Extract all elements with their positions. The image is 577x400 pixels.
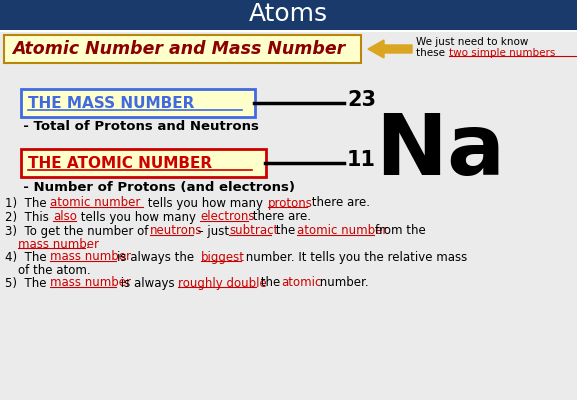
Text: .: . [86, 238, 90, 250]
Text: – just: – just [194, 224, 233, 238]
Text: Atomic Number and Mass Number: Atomic Number and Mass Number [12, 40, 345, 58]
Text: there are.: there are. [308, 196, 370, 210]
Text: 4)  The: 4) The [5, 250, 50, 264]
Polygon shape [368, 40, 412, 58]
Text: is always: is always [117, 276, 178, 290]
Text: atomic number: atomic number [297, 224, 391, 238]
FancyBboxPatch shape [21, 149, 266, 177]
Text: subtract: subtract [229, 224, 278, 238]
Text: Na: Na [375, 110, 505, 194]
FancyBboxPatch shape [0, 32, 577, 400]
Text: the: the [272, 224, 299, 238]
Text: mass number: mass number [50, 276, 135, 290]
FancyBboxPatch shape [21, 89, 255, 117]
Text: mass number: mass number [50, 250, 135, 264]
Text: roughly double: roughly double [178, 276, 267, 290]
Text: 3)  To get the number of: 3) To get the number of [5, 224, 152, 238]
Text: 1)  The: 1) The [5, 196, 50, 210]
Text: protons: protons [268, 196, 313, 210]
Text: 2)  This: 2) This [5, 210, 53, 224]
Text: atomic number: atomic number [50, 196, 140, 210]
Text: Atoms: Atoms [249, 2, 328, 26]
Text: of the atom.: of the atom. [18, 264, 91, 276]
Text: THE MASS NUMBER: THE MASS NUMBER [28, 96, 194, 110]
Text: tells you how many: tells you how many [144, 196, 267, 210]
Text: the: the [257, 276, 284, 290]
Text: there are.: there are. [249, 210, 311, 224]
Text: 5)  The: 5) The [5, 276, 50, 290]
FancyBboxPatch shape [4, 35, 361, 63]
Text: is always the: is always the [117, 250, 198, 264]
Text: electrons: electrons [200, 210, 254, 224]
Text: atomic: atomic [281, 276, 321, 290]
Text: number.: number. [316, 276, 369, 290]
Text: biggest: biggest [201, 250, 245, 264]
FancyBboxPatch shape [0, 0, 577, 30]
Text: 11: 11 [347, 150, 376, 170]
Text: THE ATOMIC NUMBER: THE ATOMIC NUMBER [28, 156, 212, 170]
Text: these: these [416, 48, 448, 58]
Text: neutrons: neutrons [150, 224, 203, 238]
Text: mass number: mass number [18, 238, 99, 250]
Text: two simple numbers: two simple numbers [449, 48, 556, 58]
Text: number. It tells you the relative mass: number. It tells you the relative mass [242, 250, 467, 264]
Text: - Total of Protons and Neutrons: - Total of Protons and Neutrons [14, 120, 259, 134]
Text: tells you how many: tells you how many [77, 210, 200, 224]
Text: We just need to know: We just need to know [416, 37, 529, 47]
Text: 23: 23 [347, 90, 376, 110]
Text: from the: from the [375, 224, 426, 238]
Text: - Number of Protons (and electrons): - Number of Protons (and electrons) [14, 182, 295, 194]
Text: also: also [53, 210, 77, 224]
